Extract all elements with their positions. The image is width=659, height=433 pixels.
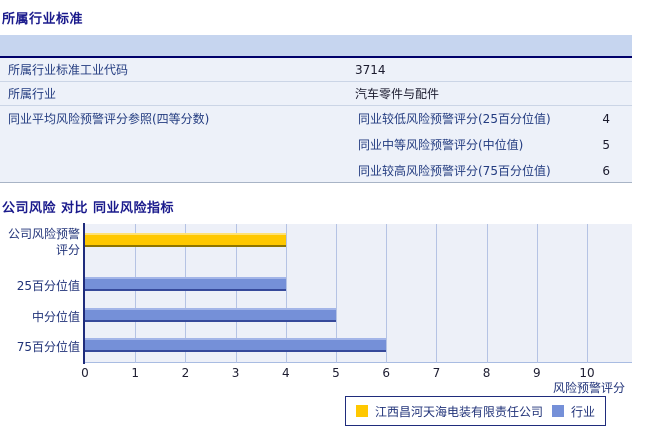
table-row-industry: 所属行业 汽车零件与配件 [0,82,632,106]
quartile-value: 5 [602,138,610,152]
industry-bar [85,308,336,322]
x-tick-label: 8 [482,366,491,380]
row-label: 同业平均风险预警评分参照(四等分数) [8,112,210,126]
x-tick-label: 9 [532,366,541,380]
x-tick-label: 1 [131,366,140,380]
quartile-value: 6 [602,164,610,178]
quartile-label: 同业中等风险预警评分(中位值) [358,138,524,152]
gridline [235,224,237,363]
legend-swatch-icon [356,405,368,417]
legend-label: 江西昌河天海电装有限责任公司 [375,404,544,419]
x-tick-label: 0 [81,366,89,380]
industry-bar [85,338,387,352]
x-tick-label: 10 [579,366,595,380]
x-tick-label: 2 [181,366,190,380]
quartile-row-high: 同业较高风险预警评分(75百分位值) 6 [355,158,610,184]
legend-item: 行业 [552,403,595,420]
category-label: 75百分位值 [16,340,80,354]
gridline [587,224,588,363]
legend-item: 江西昌河天海电装有限责任公司 [356,403,543,420]
legend-swatch-icon [552,405,565,417]
chart-legend: 江西昌河天海电装有限责任公司 行业 [345,396,607,426]
gridline [185,224,187,363]
x-axis-title: 风险预警评分 [552,381,625,395]
gridline [285,224,287,363]
quartile-row-low: 同业较低风险预警评分(25百分位值) 4 [355,106,610,132]
x-tick-label: 3 [231,366,240,380]
comparison-section-title: 公司风险 对比 同业风险指标 [2,201,175,216]
legend-label: 行业 [571,404,596,419]
row-label: 所属行业 [8,87,57,101]
industry-standard-section-title: 所属行业标准 [2,12,84,27]
quartile-label: 同业较高风险预警评分(75百分位值) [358,164,551,178]
quartile-subrows: 同业较低风险预警评分(25百分位值) 4 同业中等风险预警评分(中位值) 5 同… [355,106,610,184]
industry-standard-table: 所属行业标准工业代码 3714 所属行业 汽车零件与配件 同业平均风险预警评分参… [0,35,632,183]
gridline [486,224,488,363]
gridline [386,224,388,363]
quartile-row-median: 同业中等风险预警评分(中位值) 5 [355,132,610,158]
row-value: 3714 [355,63,386,77]
company-bar [85,233,286,247]
table-body: 所属行业标准工业代码 3714 所属行业 汽车零件与配件 同业平均风险预警评分参… [0,58,632,183]
industry-bar [85,277,286,291]
category-label: 公司风险预警评分 [7,227,80,257]
x-tick-label: 7 [432,366,441,380]
table-header-band [0,35,632,58]
gridline [336,224,337,363]
table-row-quartiles: 同业平均风险预警评分参照(四等分数) 同业较低风险预警评分(25百分位值) 4 … [0,106,632,182]
row-value: 汽车零件与配件 [355,87,440,101]
chart-plot-area [85,224,632,363]
gridline [536,224,538,363]
quartile-value: 4 [602,112,610,126]
gridline [436,224,438,363]
x-tick-label: 6 [382,366,391,380]
y-axis-line [83,223,85,364]
gridline [135,224,137,363]
quartile-label: 同业较低风险预警评分(25百分位值) [358,112,551,126]
x-tick-label: 4 [281,366,290,380]
category-label: 中分位值 [31,310,80,324]
table-row-industry-code: 所属行业标准工业代码 3714 [0,58,632,82]
category-label: 25百分位值 [16,279,80,293]
x-tick-label: 5 [332,366,340,380]
row-label: 所属行业标准工业代码 [8,63,129,77]
